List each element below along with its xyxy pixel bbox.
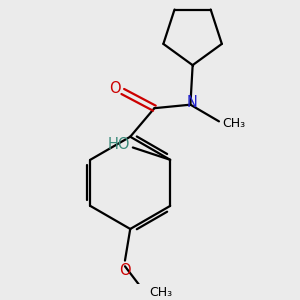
Text: CH₃: CH₃ [222,117,245,130]
Text: N: N [186,95,197,110]
Text: HO: HO [107,137,130,152]
Text: CH₃: CH₃ [149,286,172,299]
Text: O: O [109,81,121,96]
Text: O: O [119,263,131,278]
